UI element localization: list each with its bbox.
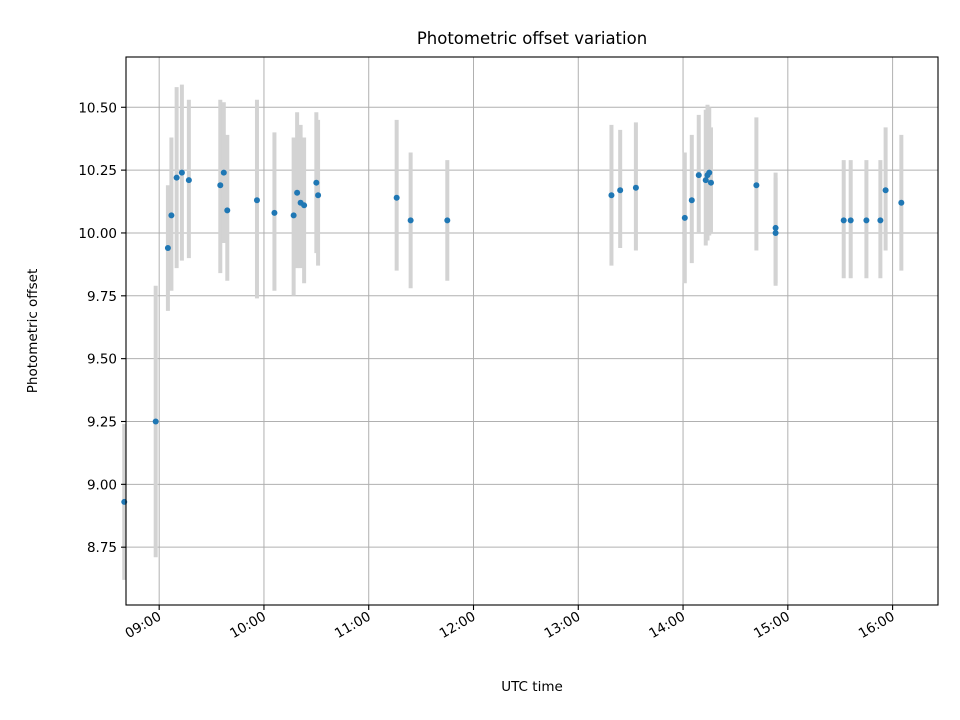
data-points [121,169,905,505]
data-point [753,182,760,189]
data-point [313,179,320,186]
data-point [877,217,884,224]
data-point [315,192,322,199]
data-point [294,189,301,196]
x-tick-label: 12:00 [437,609,479,642]
plot-frame [125,56,939,606]
data-point [688,197,695,204]
data-point [152,418,159,425]
data-point [271,209,278,216]
data-point [444,217,451,224]
data-point [695,172,702,179]
data-point [702,177,709,184]
y-axis-label: Photometric offset [25,269,41,393]
data-point [220,169,227,176]
x-axis-ticks: 09:00 10:00 11:00 12:00 13:00 14:00 15:00 16:00 [122,605,898,642]
data-point [632,184,639,191]
data-point [847,217,854,224]
y-tick-label: 10.50 [78,100,117,116]
data-point [898,199,905,206]
x-tick-label: 15:00 [751,609,793,642]
data-point [863,217,870,224]
data-point [224,207,231,214]
data-point [706,169,713,176]
data-point [681,214,688,221]
y-axis-ticks: 8.75 9.00 9.25 9.50 9.75 10.00 10.25 10.50 [78,100,126,556]
data-point [185,177,192,184]
data-point [168,212,175,219]
error-bars [122,84,904,580]
data-point [301,202,308,209]
x-axis-label: UTC time [501,679,563,695]
data-point [840,217,847,224]
x-tick-label: 16:00 [856,609,898,642]
x-tick-label: 11:00 [332,609,374,642]
grid [126,57,938,605]
data-point [772,224,779,231]
x-tick-label: 10:00 [227,609,269,642]
data-point [617,187,624,194]
data-point [164,245,171,252]
data-point [772,229,779,236]
x-tick-label: 14:00 [646,609,688,642]
data-point [217,182,224,189]
data-point [173,174,180,181]
data-point [608,192,615,199]
y-tick-label: 9.00 [87,477,117,493]
chart-title: Photometric offset variation [417,29,647,48]
y-tick-label: 9.25 [87,414,117,430]
y-tick-label: 10.00 [78,226,117,242]
data-point [407,217,414,224]
data-point [393,194,400,201]
data-point [178,169,185,176]
data-point [882,187,889,194]
data-point [707,179,714,186]
data-point [290,212,297,219]
y-tick-label: 10.25 [78,163,117,179]
data-point [253,197,260,204]
y-tick-label: 9.50 [87,352,117,368]
x-tick-label: 09:00 [122,609,164,642]
x-tick-label: 13:00 [542,609,584,642]
y-tick-label: 9.75 [87,289,117,305]
y-tick-label: 8.75 [87,540,117,556]
